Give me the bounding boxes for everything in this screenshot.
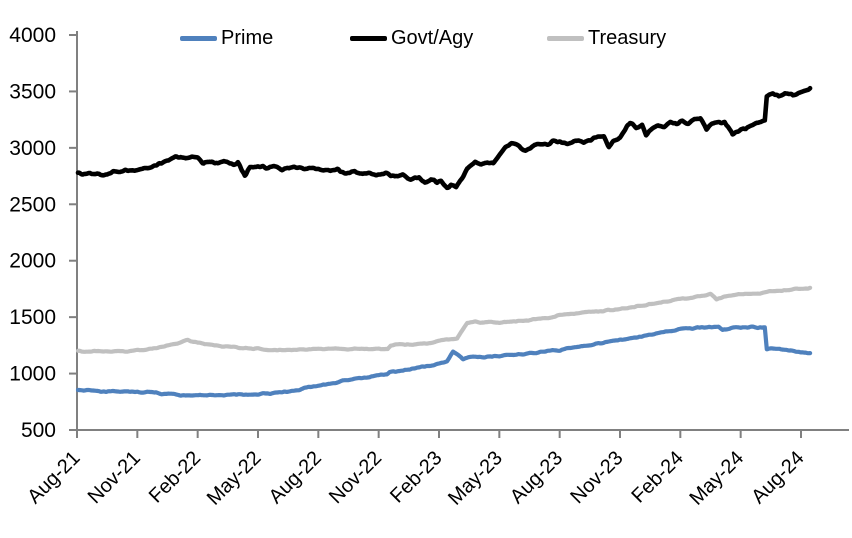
govt-agy-line-swatch-icon (350, 35, 387, 41)
y-axis-tick-label: 2500 (9, 193, 56, 216)
series-line-govt-agy (75, 85, 813, 191)
legend-item-treasury: Treasury (547, 27, 666, 49)
y-axis-tick-label: 1000 (9, 363, 56, 386)
series-line-treasury (75, 285, 813, 354)
y-axis-tick-label: 4000 (9, 24, 56, 47)
x-axis-tick-label: May-22 (203, 447, 266, 510)
x-axis-tick-label: May-24 (685, 447, 748, 510)
y-axis-tick-label: 3500 (9, 80, 56, 103)
legend-item-govt-agy: Govt/Agy (350, 27, 473, 49)
legend-label-govt-agy: Govt/Agy (391, 26, 474, 49)
axes (76, 31, 849, 438)
series-line-prime (75, 324, 813, 398)
y-axis-tick-label: 3000 (9, 137, 56, 160)
legend-label-treasury: Treasury (588, 26, 667, 49)
prime-line-swatch-icon (180, 35, 217, 41)
series-lines (75, 85, 813, 398)
legend-label-prime: Prime (221, 26, 274, 49)
x-axis-tick-label: May-23 (444, 447, 507, 510)
x-axis-tick-label: Nov-22 (325, 447, 386, 508)
x-axis-tick-label: Aug-22 (265, 447, 326, 508)
treasury-line-swatch-icon (547, 35, 584, 41)
legend-item-prime: Prime (180, 27, 273, 49)
x-axis-tick-label: Aug-24 (747, 447, 808, 508)
x-axis-tick-label: Feb-24 (627, 447, 687, 507)
x-axis-tick-label: Aug-23 (506, 447, 567, 508)
y-axis-tick-label: 500 (21, 419, 56, 442)
x-axis-tick-label: Feb-22 (145, 447, 205, 507)
x-axis-tick-label: Nov-23 (566, 447, 627, 508)
x-axis-tick-label: Aug-21 (23, 447, 84, 508)
x-axis-tick-label: Nov-21 (84, 447, 145, 508)
y-axis-ticks: 500 1000 1500 2000 2500 3000 3500 4000 (9, 24, 77, 442)
y-axis-tick-label: 1500 (9, 306, 56, 329)
y-axis-tick-label: 2000 (9, 250, 56, 273)
chart-legend: Prime Govt/Agy Treasury (0, 27, 852, 49)
x-axis-tick-label: Feb-23 (386, 447, 446, 507)
